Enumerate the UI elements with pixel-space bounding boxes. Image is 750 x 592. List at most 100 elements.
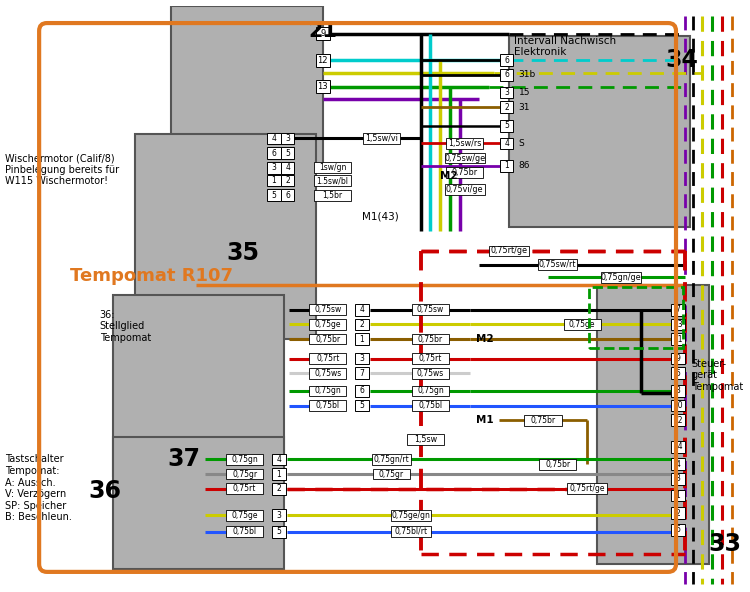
Text: M1: M1 (476, 415, 494, 425)
Text: 0,75gn: 0,75gn (417, 387, 444, 395)
Text: 4: 4 (277, 455, 281, 464)
Text: 21: 21 (308, 21, 338, 41)
Bar (567, 483, 607, 494)
Bar (272, 526, 286, 538)
Text: 0,75vi/ge: 0,75vi/ge (446, 185, 484, 194)
Text: 6: 6 (285, 191, 290, 200)
Text: 0,75bl/rt: 0,75bl/rt (394, 527, 427, 536)
Text: 33: 33 (708, 532, 741, 556)
Text: 1: 1 (359, 334, 364, 343)
Bar (309, 319, 347, 330)
Bar (391, 526, 430, 537)
Bar (538, 259, 578, 270)
Bar (356, 353, 369, 365)
Bar (356, 368, 369, 379)
Bar (445, 153, 485, 163)
Text: 2: 2 (359, 320, 364, 329)
Text: 3: 3 (676, 474, 680, 484)
Bar (356, 304, 369, 316)
Bar (267, 175, 280, 186)
Text: 3: 3 (285, 134, 290, 143)
Bar (356, 318, 369, 330)
Bar (489, 246, 529, 256)
Text: 0,75ge: 0,75ge (314, 320, 341, 329)
Text: 0,75rt/ge: 0,75rt/ge (569, 484, 604, 493)
Text: 37: 37 (167, 446, 200, 471)
Bar (309, 353, 347, 364)
Text: 4: 4 (359, 305, 364, 314)
Text: 6: 6 (676, 525, 680, 535)
Bar (356, 385, 369, 397)
Text: 0,75sw: 0,75sw (314, 305, 341, 314)
Text: Tastschalter
Tempomat:
A: Aussch.
V: Verzögern
SP: Speicher
B: Beschleun.: Tastschalter Tempomat: A: Aussch. V: Ver… (5, 455, 72, 523)
Bar (226, 510, 263, 520)
Text: 1: 1 (272, 176, 276, 185)
Text: 3: 3 (272, 163, 276, 172)
Bar (314, 175, 351, 186)
Text: 0,75sw/ge: 0,75sw/ge (444, 153, 485, 163)
Text: 3: 3 (504, 88, 509, 97)
Text: 11: 11 (674, 334, 682, 343)
Bar (226, 454, 263, 465)
Text: 0,75br: 0,75br (452, 168, 478, 177)
Text: 34: 34 (665, 47, 698, 72)
Text: 4: 4 (676, 460, 680, 469)
Text: 7: 7 (359, 369, 364, 378)
Text: 15: 15 (518, 88, 530, 97)
Bar (539, 459, 576, 469)
Text: 0,75gn/ge: 0,75gn/ge (601, 273, 641, 282)
Bar (316, 27, 330, 40)
Bar (446, 168, 483, 178)
Text: 4: 4 (272, 134, 276, 143)
Bar (267, 133, 280, 144)
Text: 0,75gr: 0,75gr (232, 469, 257, 478)
Bar (500, 69, 513, 81)
Text: 2: 2 (277, 484, 281, 493)
Text: 2: 2 (505, 102, 509, 112)
Bar (412, 368, 449, 379)
Bar (112, 295, 284, 476)
Bar (309, 385, 347, 396)
Text: 14: 14 (674, 442, 682, 451)
Text: Tempomat R107: Tempomat R107 (70, 267, 233, 285)
Text: 5: 5 (285, 149, 290, 157)
Text: 86: 86 (518, 162, 530, 170)
Text: 1: 1 (676, 491, 680, 500)
Text: 0,75gn/rt: 0,75gn/rt (374, 455, 410, 464)
Bar (412, 385, 449, 396)
Bar (500, 120, 513, 131)
Bar (309, 400, 347, 411)
Bar (280, 133, 295, 144)
Bar (671, 524, 685, 536)
Bar (671, 318, 685, 330)
Bar (602, 272, 641, 283)
Text: 0,75rt/ge: 0,75rt/ge (490, 246, 527, 256)
Bar (226, 526, 263, 537)
Bar (309, 368, 347, 379)
Bar (407, 435, 444, 445)
Text: 0,75bl: 0,75bl (419, 401, 442, 410)
Bar (597, 285, 709, 564)
Text: 1: 1 (505, 162, 509, 170)
Bar (267, 162, 280, 173)
Bar (671, 490, 685, 501)
Text: 0,75br: 0,75br (530, 416, 556, 424)
Text: S: S (518, 139, 524, 148)
Text: 0,75gn: 0,75gn (231, 455, 258, 464)
Text: 31b: 31b (518, 70, 536, 79)
Text: M2: M2 (476, 334, 494, 344)
Text: 0,75ge: 0,75ge (231, 511, 258, 520)
Bar (446, 138, 483, 149)
Bar (524, 415, 562, 426)
Text: 1: 1 (277, 469, 281, 478)
Text: 36: 36 (88, 479, 121, 503)
Text: 0,75ws: 0,75ws (417, 369, 444, 378)
Text: Intervall Nachwisch
Elektronik: Intervall Nachwisch Elektronik (514, 36, 616, 57)
Bar (500, 86, 513, 98)
Bar (671, 304, 685, 316)
Bar (500, 137, 513, 149)
Bar (589, 287, 682, 348)
Text: Steuer-
gerät
Tempomat: Steuer- gerät Tempomat (692, 359, 743, 392)
Text: 31: 31 (518, 102, 530, 112)
Text: 5: 5 (359, 401, 364, 410)
